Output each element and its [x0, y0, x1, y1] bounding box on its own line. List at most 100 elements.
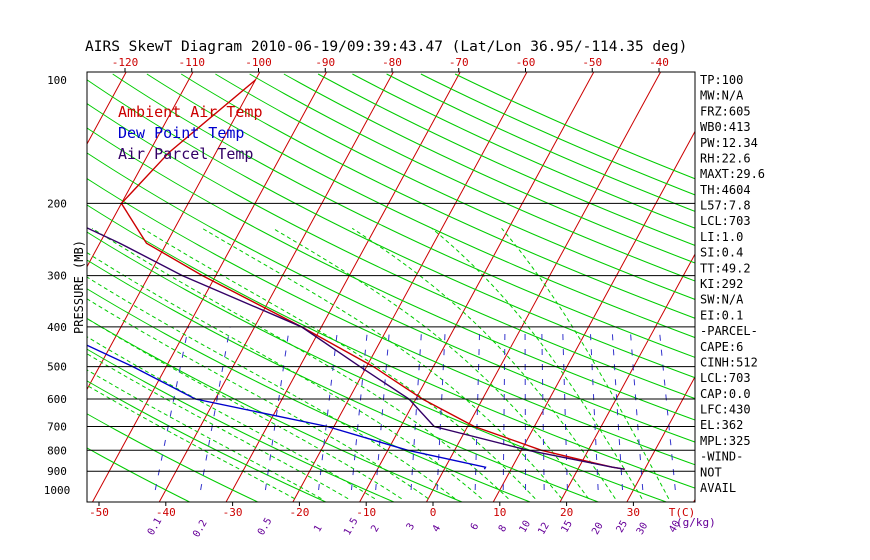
top-temp-tick-label: -100: [245, 56, 272, 69]
legend-air-parcel-temp: Air Parcel Temp: [118, 145, 253, 163]
dry-adiabat: [87, 413, 258, 502]
index-value: MAXT:29.6: [700, 167, 765, 181]
dry-adiabat: [87, 103, 695, 400]
moist-adiabat: [272, 227, 589, 500]
bottom-temp-tick-label: -40: [156, 506, 176, 519]
dry-adiabat: [87, 288, 531, 502]
dry-adiabat: [454, 73, 695, 180]
index-value: MW:N/A: [700, 89, 744, 103]
pressure-tick-label: 100: [47, 74, 67, 87]
dry-adiabat: [249, 73, 695, 282]
mixing-ratio-line: [502, 326, 506, 491]
pressure-tick-label: 700: [47, 421, 67, 434]
mixing-ratio-tick-label: 6: [469, 521, 482, 532]
moist-adiabat: [351, 227, 616, 499]
mixing-ratio-line: [154, 326, 189, 491]
temp-unit-label: T(C): [669, 506, 696, 519]
dry-adiabat: [87, 204, 695, 489]
bottom-temp-tick-label: 10: [493, 506, 506, 519]
pressure-tick-label: 1000: [44, 484, 71, 497]
mixing-ratio-tick-label: 4: [431, 523, 444, 534]
isotherm-line: [559, 253, 695, 502]
mixing-ratio-line: [200, 326, 231, 491]
top-temp-tick-label: -50: [582, 56, 602, 69]
plot-frame: [86, 71, 696, 503]
isotherm-line: [359, 72, 595, 502]
index-value: MPL:325: [700, 434, 751, 448]
dry-adiabat: [180, 73, 695, 319]
moist-adiabat: [201, 227, 563, 500]
moist-adiabat: [87, 353, 349, 500]
pressure-tick-label: 200: [47, 197, 67, 210]
index-value: -WIND-: [700, 450, 743, 464]
dry-adiabat: [352, 73, 695, 229]
pressure-tick-label: 500: [47, 361, 67, 374]
dry-adiabat: [386, 73, 695, 212]
dry-adiabat: [87, 79, 695, 379]
index-value: LFC:430: [700, 403, 751, 417]
bottom-temp-tick-label: 20: [560, 506, 573, 519]
dry-adiabat: [87, 348, 395, 502]
dry-adiabat: [87, 380, 327, 502]
moist-adiabat: [87, 369, 322, 500]
mixing-ratio-tick-label: 30: [635, 521, 651, 537]
top-temp-tick-label: -70: [449, 56, 469, 69]
mixing-ratio-tick-label: 3: [405, 521, 418, 532]
mixing-ratio-line: [541, 326, 545, 491]
isobar-layer: 100 200 300 400 500 600 700 800 900 1000: [44, 74, 695, 497]
isotherm-line: [626, 375, 695, 502]
chart-grid: [87, 72, 695, 502]
isotherm-line: [292, 72, 528, 502]
dry-adiabat: [317, 73, 695, 246]
moist-adiabat: [431, 227, 643, 499]
mixing-ratio-line: [658, 326, 676, 491]
index-value: FRZ:605: [700, 104, 751, 118]
index-value: EL:362: [700, 418, 743, 432]
index-value: PW:12.34: [700, 136, 758, 150]
mixing-ratio-line: [410, 326, 423, 491]
dry-adiabat: [87, 127, 695, 421]
index-value: TP:100: [700, 73, 743, 87]
index-value: CAPE:6: [700, 340, 743, 354]
pressure-tick-label: 900: [47, 465, 67, 478]
mixing-ratio-line: [375, 326, 391, 491]
mixing-unit-label: (g/kg): [676, 516, 716, 529]
index-value: CAP:0.0: [700, 387, 751, 401]
isotherm-line: [426, 72, 662, 502]
index-value: SW:N/A: [700, 293, 744, 307]
y-axis-label: PRESSURE (MB): [72, 240, 86, 334]
mixing-ratio-line: [611, 326, 624, 491]
dry-adiabat: [112, 73, 695, 358]
moist-adiabat: [87, 252, 483, 500]
index-value: CINH:512: [700, 356, 758, 370]
dry-adiabat: [87, 231, 667, 502]
index-value: KI:292: [700, 277, 743, 291]
index-value: LCL:703: [700, 371, 751, 385]
mixing-ratio-tick-label: 2: [369, 523, 382, 534]
top-temp-tick-label: -80: [382, 56, 402, 69]
mixing-ratio-line: [318, 326, 339, 491]
moist-adiabat: [87, 298, 429, 500]
index-value: RH:22.6: [700, 152, 751, 166]
bottom-temp-tick-label: 0: [430, 506, 437, 519]
dry-adiabat: [283, 73, 695, 264]
top-temp-tick-label: -60: [516, 56, 536, 69]
index-value: LI:1.0: [700, 230, 743, 244]
index-value: EI:0.1: [700, 308, 743, 322]
mixing-ratio-line: [474, 326, 481, 491]
moist-adiabat: [87, 384, 295, 500]
legend-dew-point-temp: Dew Point Temp: [118, 124, 244, 142]
bottom-temp-tick-label: 30: [627, 506, 640, 519]
isotherm-line: [225, 72, 461, 502]
chart-title: AIRS SkewT Diagram 2010-06-19/09:39:43.4…: [85, 39, 687, 55]
index-value: LCL:703: [700, 214, 751, 228]
bottom-temp-tick-label: -30: [223, 506, 243, 519]
pressure-tick-label: 600: [47, 393, 67, 406]
pressure-tick-label: 400: [47, 321, 67, 334]
dry-adiabat: [87, 259, 599, 502]
index-value: WB0:413: [700, 120, 751, 134]
pressure-tick-label: 300: [47, 270, 67, 283]
